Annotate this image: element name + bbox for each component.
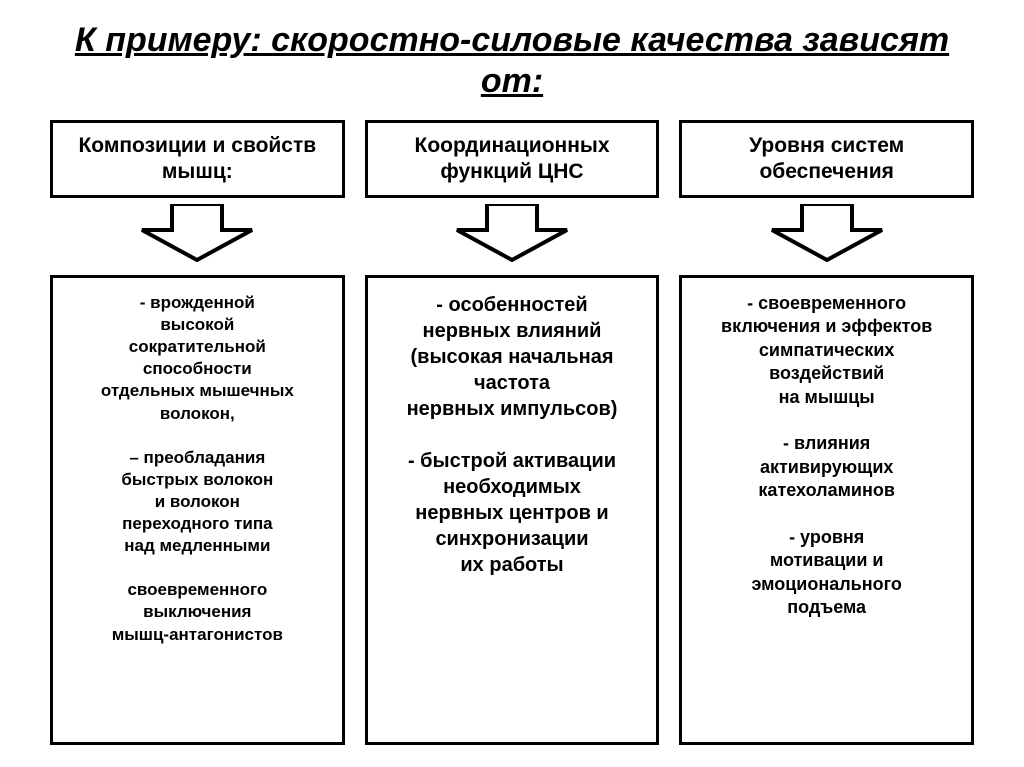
column-3-header: Уровня систем обеспечения xyxy=(679,120,974,199)
arrow-down-icon xyxy=(452,204,572,267)
column-1-content: - врожденной высокой сократительной спос… xyxy=(50,275,345,745)
arrow-down-icon xyxy=(137,204,257,267)
column-2-content: - особенностей нервных влияний (высокая … xyxy=(365,275,660,745)
arrow-down-icon xyxy=(767,204,887,267)
column-1: Композиции и свойств мышц: - врожденной … xyxy=(50,120,345,746)
column-2: Координационных функций ЦНС - особенност… xyxy=(365,120,660,746)
column-3-content: - своевременного включения и эффектов си… xyxy=(679,275,974,745)
column-1-header: Композиции и свойств мышц: xyxy=(50,120,345,199)
column-3: Уровня систем обеспечения - своевременно… xyxy=(679,120,974,746)
page-title: К примеру: скоростно-силовые качества за… xyxy=(50,20,974,102)
column-2-header: Координационных функций ЦНС xyxy=(365,120,660,199)
columns-container: Композиции и свойств мышц: - врожденной … xyxy=(50,120,974,746)
